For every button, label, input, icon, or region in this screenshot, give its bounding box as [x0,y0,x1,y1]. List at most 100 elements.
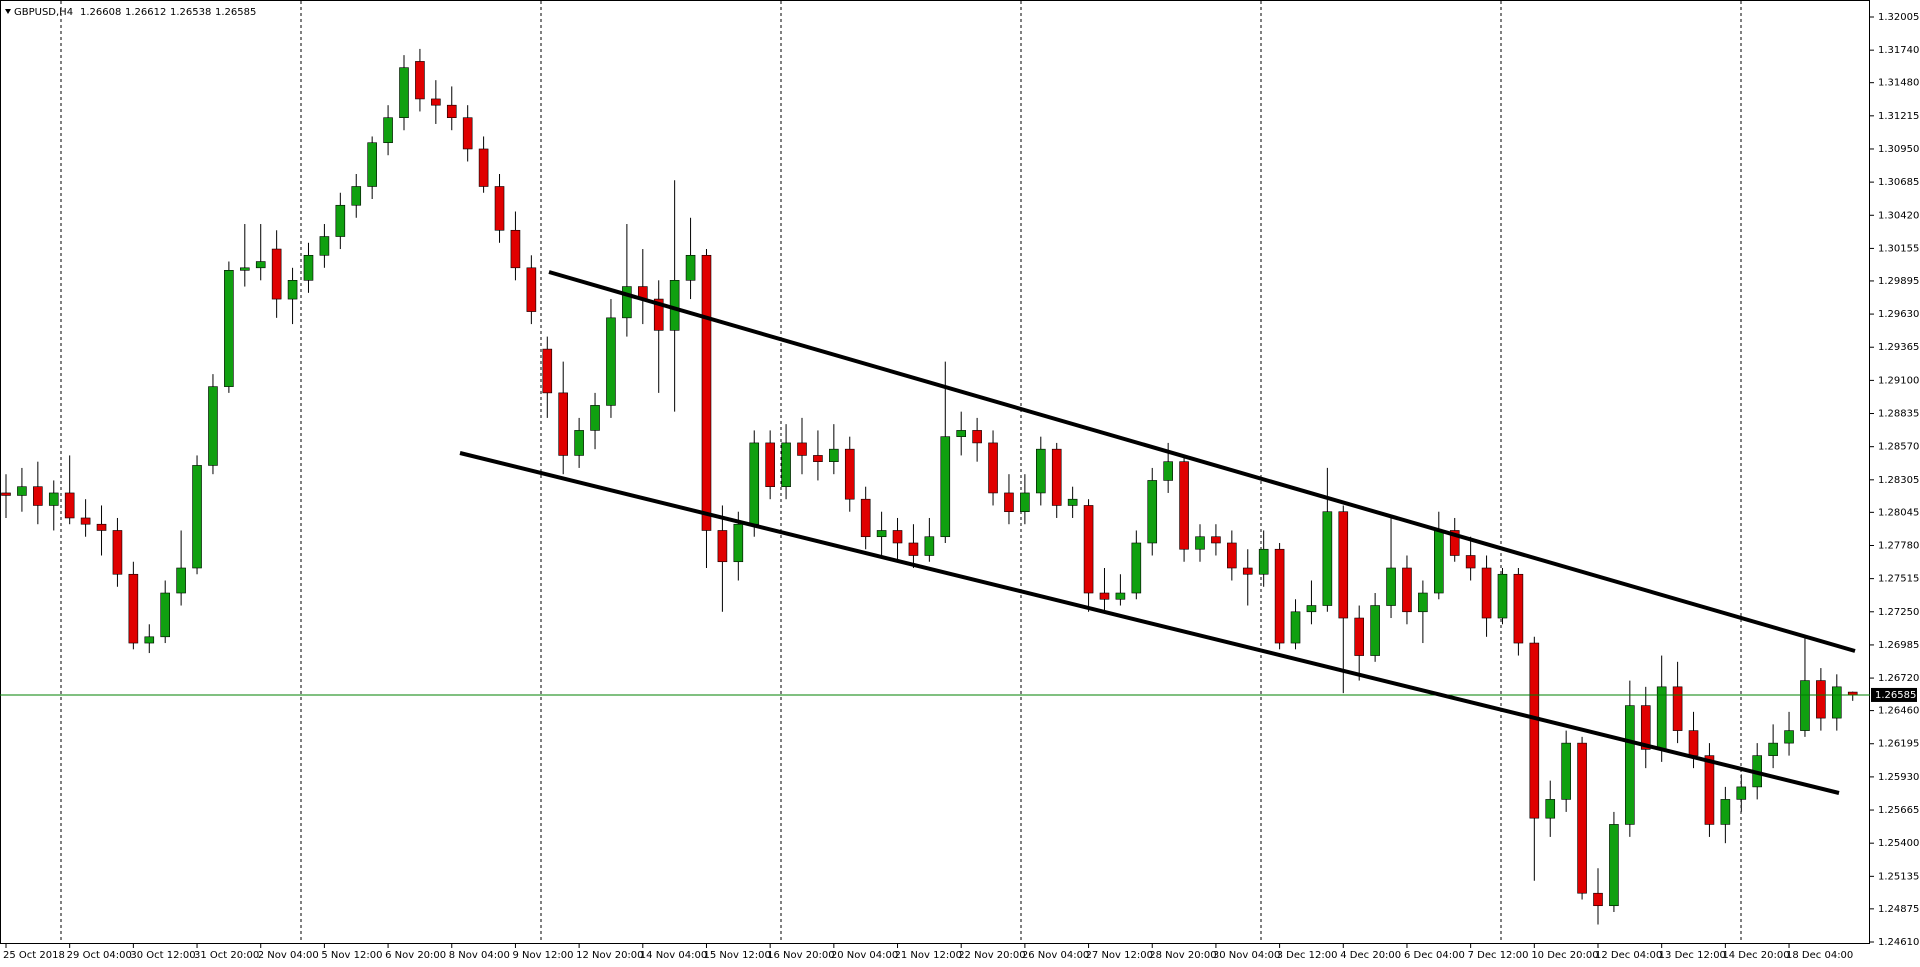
bear-body [1688,730,1699,756]
bear-body [558,392,569,456]
y-tick-label: 1.28835 [1878,409,1919,420]
bull-body [590,405,600,431]
bull-body [255,261,266,269]
bear-body [431,98,441,106]
bull-body [606,317,616,406]
bull-body [876,530,887,538]
x-tick-label: 26 Nov 04:00 [1022,950,1089,961]
bull-body [383,117,393,144]
y-tick-label: 1.29895 [1878,276,1919,287]
bull-body [1768,742,1778,756]
bear-body [1593,892,1603,907]
y-tick-label: 1.30155 [1878,243,1919,254]
lower-trendline [459,451,1840,795]
y-tick-label: 1.30420 [1878,210,1919,221]
bull-body [1036,448,1046,494]
y-tick-label: 1.25400 [1878,838,1919,849]
price-label: 1.26585 [1875,690,1916,701]
bear-body [1640,705,1651,750]
bull-body [1545,799,1556,819]
bull-body [924,536,935,556]
bull-body [1370,605,1380,656]
bear-body [1354,617,1364,656]
bear-body [1672,686,1683,731]
bear-body [1004,492,1014,513]
x-tick-label: 25 Oct 2018 [3,950,65,961]
bull-body [1067,498,1078,506]
y-tick-label: 1.27780 [1878,540,1919,551]
bull-body [399,67,409,119]
bull-body [1258,548,1269,575]
bull-body [733,523,744,563]
x-tick-label: 7 Dec 12:00 [1468,950,1529,961]
bull-body [1386,567,1396,606]
bear-body [1274,548,1285,644]
bear-body [701,254,712,531]
bear-body [1816,680,1826,719]
bull-body [956,430,967,437]
bear-body [1465,555,1476,569]
bear-body [988,442,998,494]
bull-body [1656,686,1667,750]
header-low: 1.26538 [170,7,211,18]
x-tick-label: 6 Dec 04:00 [1404,950,1465,961]
y-tick-label: 1.29630 [1878,309,1919,320]
bull-body [208,386,218,466]
bull-body [1418,592,1428,613]
x-tick-label: 22 Nov 20:00 [958,950,1025,961]
bear-body [1481,567,1492,619]
x-tick-label: 2 Nov 04:00 [258,950,319,961]
bear-body [908,542,919,556]
bull-body [1561,742,1571,800]
bull-body [224,270,234,387]
bear-body [1227,542,1237,569]
header-symbol: GBPUSD,H4 [14,7,73,18]
x-tick-label: 20 Nov 04:00 [831,950,898,961]
y-tick-label: 1.31480 [1878,78,1919,89]
header-open: 1.26608 [80,7,121,18]
bull-body [1322,511,1333,606]
x-tick-label: 8 Nov 04:00 [449,950,510,961]
bear-body [1529,642,1540,819]
bear-body [1449,530,1460,556]
bull-body [1497,573,1508,619]
y-tick-label: 1.32005 [1878,12,1919,23]
y-tick-label: 1.28570 [1878,442,1919,453]
y-tick-label: 1.25930 [1878,772,1919,783]
bull-body [669,280,680,331]
y-tick-label: 1.27515 [1878,574,1919,585]
bull-body [176,567,186,594]
bull-body [1163,461,1173,481]
bull-body [781,442,791,487]
bull-body [144,636,155,644]
bear-body [765,442,775,487]
bear-body [128,573,139,644]
y-tick-label: 1.25665 [1878,805,1919,816]
plot-frame [0,0,1870,944]
bull-body [160,592,170,638]
bear-body [860,498,871,538]
bear-body [80,517,91,525]
candles [0,48,1870,925]
bear-body [1704,755,1715,825]
price-label-box [1871,687,1917,702]
bull-body [829,448,839,462]
x-tick-label: 31 Oct 20:00 [194,950,259,961]
bear-body [112,530,123,575]
x-tick-label: 29 Oct 04:00 [67,950,132,961]
y-tick-label: 1.26195 [1878,739,1919,750]
bear-body [844,448,855,500]
bull-body [1609,824,1619,907]
x-tick-label: 30 Nov 04:00 [1213,950,1280,961]
bull-body [1720,799,1731,825]
bull-body [1131,542,1142,594]
menu-arrow [5,9,11,14]
y-tick-label: 1.26985 [1878,640,1919,651]
bear-body [478,148,489,187]
bull-body [622,286,632,319]
upper-trendline [548,270,1856,653]
y-tick-label: 1.31215 [1878,111,1919,122]
x-tick-label: 4 Dec 20:00 [1340,950,1401,961]
x-tick-label: 6 Nov 20:00 [385,950,446,961]
